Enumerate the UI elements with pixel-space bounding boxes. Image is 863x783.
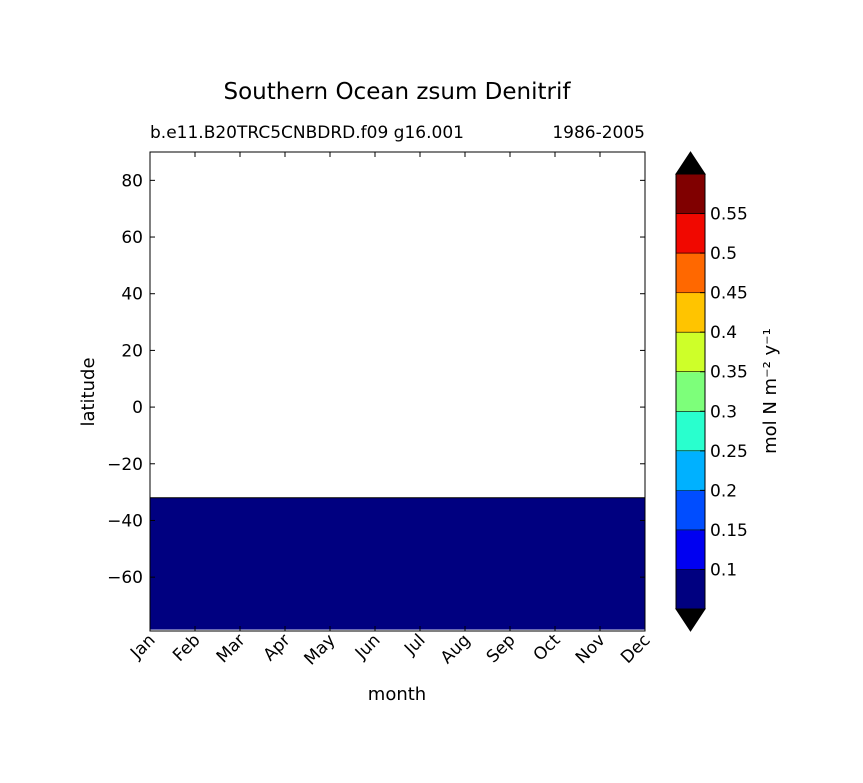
colorbar-bin — [676, 213, 705, 254]
colorbar-bin — [676, 292, 705, 333]
colorbar-bin — [676, 332, 705, 373]
colorbar-bin — [676, 174, 705, 215]
y-tick-label: 80 — [121, 171, 143, 191]
colorbar: 0.1 0.15 0.2 0.25 0.3 0.35 0.4 0.45 0.5 0.55 — [675, 151, 748, 632]
x-tick-label: Sep — [483, 630, 520, 667]
x-tick-label: Nov — [572, 630, 610, 668]
colorbar-extend-min — [675, 608, 706, 632]
y-tick-label: −20 — [107, 455, 143, 475]
x-tick-label: Feb — [169, 630, 204, 665]
x-tick-label: Aug — [437, 630, 475, 668]
colorbar-tick-label: 0.4 — [710, 323, 737, 343]
colorbar-tick-label: 0.15 — [710, 521, 748, 541]
colorbar-bin — [676, 411, 705, 452]
x-tick-label: May — [301, 630, 340, 669]
y-tick-label: 20 — [121, 341, 143, 361]
x-axis-label: month — [368, 684, 426, 705]
x-tick-label: Jan — [126, 630, 159, 663]
y-tick-label: 40 — [121, 285, 143, 305]
x-tick-label: Apr — [260, 630, 295, 665]
colorbar-bin — [676, 371, 705, 412]
x-tick-label: Jul — [400, 630, 429, 659]
plot-frame — [149, 151, 646, 632]
colorbar-tick-label: 0.1 — [710, 560, 737, 580]
colorbar-bin — [676, 450, 705, 491]
colorbar-tick-label: 0.25 — [710, 442, 748, 462]
y-tick-label: 60 — [121, 228, 143, 248]
data-filled-region — [150, 497, 645, 630]
y-tick-label: −60 — [107, 568, 143, 588]
chart-subtitle-left: b.e11.B20TRC5CNBDRD.f09 g16.001 — [150, 123, 464, 143]
colorbar-bin — [676, 253, 705, 294]
plot-area: 80 60 40 20 0 −20 −40 −60 Jan Feb Mar Apr May Jun Jul… — [107, 151, 655, 669]
colorbar-tick-label: 0.35 — [710, 363, 748, 383]
colorbar-tick-label: 0.2 — [710, 481, 737, 501]
colorbar-tick-label: 0.5 — [710, 244, 737, 264]
colorbar-bin — [676, 529, 705, 570]
x-tick-label: Dec — [617, 630, 654, 667]
chart-title: Southern Ocean zsum Denitrif — [224, 79, 572, 105]
colorbar-label: mol N m⁻² y⁻¹ — [760, 328, 781, 454]
colorbar-tick-label: 0.45 — [710, 284, 748, 304]
colorbar-tick-label: 0.3 — [710, 402, 737, 422]
x-tick-label: Jun — [351, 630, 385, 664]
y-axis-label: latitude — [78, 357, 99, 426]
y-tick-label: 0 — [132, 398, 143, 418]
colorbar-tick-label: 0.55 — [710, 205, 748, 225]
x-tick-label: Mar — [213, 630, 250, 667]
y-tick-label: −40 — [107, 511, 143, 531]
chart-subtitle-right: 1986-2005 — [552, 123, 645, 143]
x-tick-label: Oct — [530, 630, 565, 665]
y-axis-ticks: 80 60 40 20 0 −20 −40 −60 — [107, 171, 645, 588]
colorbar-bin — [676, 569, 705, 610]
colorbar-frame — [675, 173, 706, 610]
colorbar-bin — [676, 490, 705, 531]
colorbar-extend-max — [675, 151, 706, 175]
